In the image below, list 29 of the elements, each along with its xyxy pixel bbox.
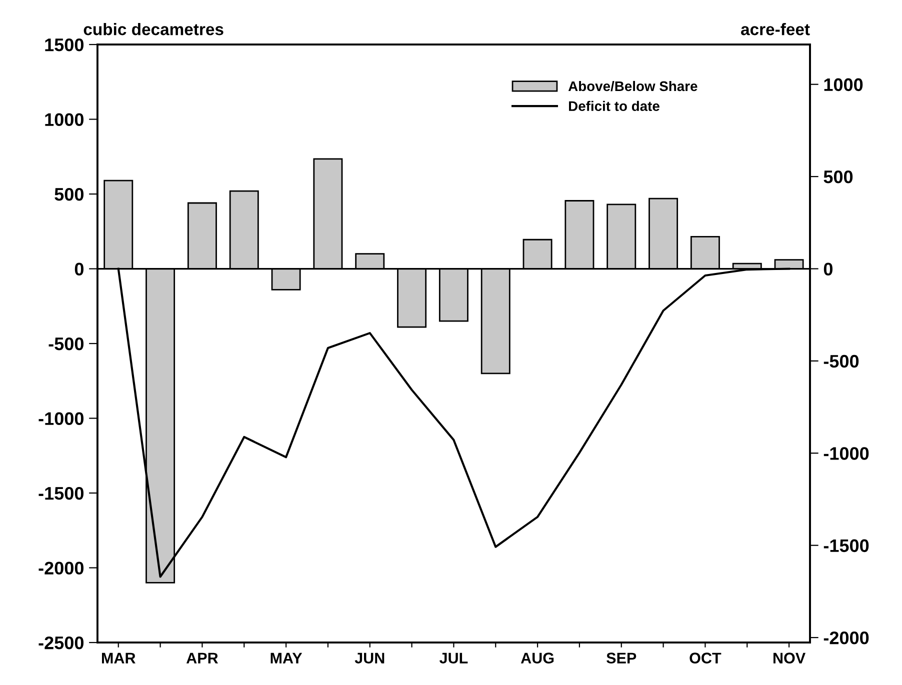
y-tick-label: -2000 [38, 562, 84, 574]
y-tick-label: 500 [54, 188, 84, 201]
y-tick-label: -500 [48, 337, 84, 350]
x-tick-label: SEP [606, 652, 636, 664]
x-tick-label: NOV [774, 652, 806, 664]
x-tick-label: JUL [440, 652, 468, 664]
y-tick-label: 1000 [45, 113, 84, 126]
y-tick-label: 1500 [45, 38, 84, 52]
y-tick-label: 0 [74, 262, 84, 276]
y-tick-label: -1000 [38, 412, 84, 425]
x-tick-label: MAR [102, 652, 136, 664]
y-tick-label: -2500 [38, 636, 84, 650]
x-tick-label: APR [186, 652, 218, 664]
y2-tick-label: -500 [824, 354, 859, 368]
y2-tick-label: -2000 [824, 631, 869, 644]
x-tick-label: MAY [270, 652, 302, 664]
x-tick-label: AUG [520, 652, 554, 664]
y-axis-title: cubic decametres [84, 23, 224, 36]
legend-label: Above/Below Share [568, 80, 698, 92]
y2-axis-title: acre-feet [741, 23, 810, 36]
y2-tick-label: -1000 [824, 447, 869, 460]
y2-tick-label: 0 [824, 262, 832, 276]
legend-label: Deficit to date [569, 100, 660, 112]
y-tick-label: -1500 [38, 486, 84, 500]
x-tick-label: JUN [354, 652, 384, 664]
y2-tick-label: 1000 [824, 78, 863, 92]
y2-tick-label: -1500 [824, 539, 869, 552]
y2-tick-label: 500 [824, 170, 853, 184]
x-tick-label: OCT [690, 652, 722, 664]
